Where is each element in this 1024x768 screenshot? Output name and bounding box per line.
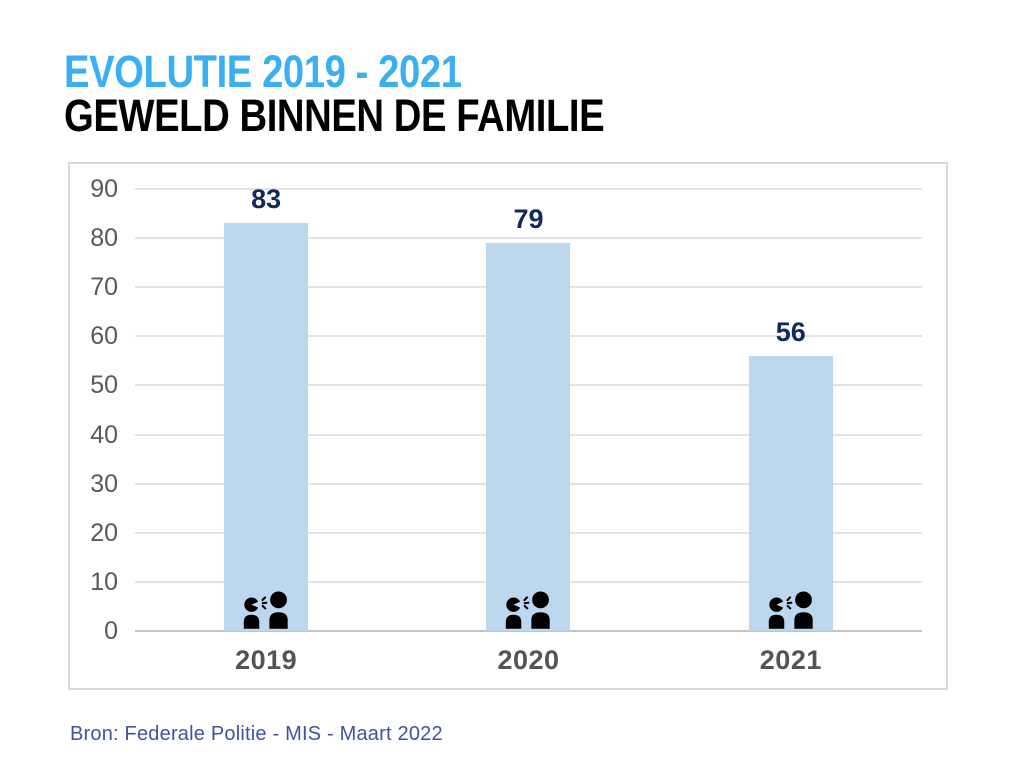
plot-area: 0 10 20 30 40 50 60 70 80 90 83 2019 79 2020 56 2021 xyxy=(90,175,922,675)
arguing-people-icon xyxy=(501,589,555,630)
source-note: Bron: Federale Politie - MIS - Maart 202… xyxy=(70,723,443,745)
y-axis-tick-label: 90 xyxy=(90,175,118,203)
gridline xyxy=(135,237,922,240)
y-axis-tick-label: 10 xyxy=(90,567,118,596)
bar-2019 xyxy=(224,223,309,631)
y-axis-tick-label: 20 xyxy=(90,518,118,547)
bar-value-label: 56 xyxy=(775,316,806,347)
x-axis-line xyxy=(135,630,922,632)
x-axis-label: 2021 xyxy=(759,645,822,675)
bar-value-label: 83 xyxy=(251,184,282,215)
y-axis-tick-label: 40 xyxy=(90,420,118,449)
chart-panel: 0 10 20 30 40 50 60 70 80 90 83 2019 79 2020 56 2021 xyxy=(68,162,948,690)
x-axis-label: 2020 xyxy=(497,645,560,675)
bar-slot-2021: 56 2021 xyxy=(660,189,922,675)
page-title-main: GEWELD BINNEN DE FAMILIE xyxy=(64,90,605,141)
bar-2020 xyxy=(486,243,571,631)
arguing-people-icon xyxy=(239,589,293,630)
bar-slot-2020: 79 2020 xyxy=(397,189,659,675)
y-axis-tick-label: 30 xyxy=(90,469,118,498)
bar-2021 xyxy=(748,355,833,631)
y-axis-tick-label: 50 xyxy=(90,371,118,400)
y-axis-tick-label: 60 xyxy=(90,322,118,351)
bar-slot-2019: 83 2019 xyxy=(135,184,397,675)
gridline xyxy=(135,188,922,190)
y-axis-tick-label: 0 xyxy=(104,617,118,645)
page-title-accent: EVOLUTIE 2019 - 2021 xyxy=(64,46,462,97)
chart-header: EVOLUTIE 2019 - 2021 GEWELD BINNEN DE FA… xyxy=(64,46,700,141)
y-axis-tick-label: 80 xyxy=(90,224,118,253)
x-axis-label: 2019 xyxy=(235,645,298,675)
y-axis-tick-label: 70 xyxy=(90,273,118,302)
bar-value-label: 79 xyxy=(513,204,544,235)
arguing-people-icon xyxy=(764,589,818,630)
